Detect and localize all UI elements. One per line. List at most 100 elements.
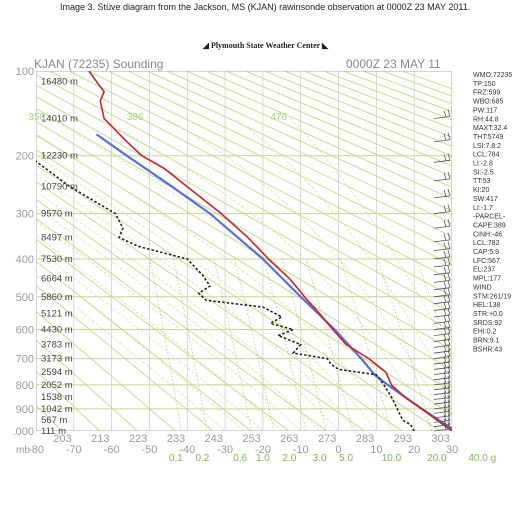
celsius-label: -50	[142, 444, 158, 456]
wind-barb-staff	[433, 195, 451, 199]
index-item: LFC:567	[473, 258, 500, 265]
wind-barb-flag	[443, 371, 447, 379]
pressure-label: 600	[16, 325, 34, 337]
height-label: 7530 m	[41, 254, 73, 265]
index-item: LSI:7.8:2	[473, 143, 501, 150]
wind-barb-flag	[447, 375, 451, 383]
height-label: 8497 m	[41, 232, 73, 243]
height-label: 12230 m	[41, 151, 78, 162]
wind-barb-flag	[443, 422, 447, 430]
pressure-label: 900	[16, 404, 34, 416]
sounding-profiles	[36, 71, 452, 431]
celsius-label: 20	[408, 444, 420, 456]
wind-barb-flag	[447, 204, 451, 212]
wind-barb-staff	[433, 139, 451, 143]
dry-adiabat-line	[36, 73, 452, 297]
pressure-label: 500	[16, 292, 34, 304]
stuve-diagram: 100200300400500600700800900100016480 m14…	[14, 55, 525, 465]
wind-barb-staff	[433, 392, 451, 396]
wind-barb-flag	[447, 132, 451, 140]
kelvin-label: 253	[242, 433, 260, 445]
index-item: MPL:177	[473, 276, 501, 283]
mixing-ratio-line	[340, 258, 392, 431]
index-item: SI:-2.5	[473, 169, 494, 176]
wind-barb-flag	[443, 405, 447, 413]
kelvin-label: 243	[205, 433, 223, 445]
wind-barb-flag	[443, 355, 447, 363]
wind-barb-staff	[433, 116, 451, 119]
wind-barb-staff	[433, 372, 451, 376]
dry-adiabat-line	[49, 71, 452, 281]
index-item: TP:150	[473, 81, 496, 88]
moist-adiabat-line	[36, 274, 226, 431]
mixing-ratio-lines	[149, 258, 452, 431]
wind-barb-flag	[443, 361, 447, 369]
wind-barb-staff	[433, 424, 451, 428]
wind-barb-flag	[443, 205, 447, 213]
wind-barb-flag	[443, 344, 447, 352]
wind-barb-flag	[447, 265, 451, 273]
wind-barb-staff	[433, 350, 451, 354]
wind-barb-flag	[443, 409, 447, 417]
mixing-ratio-label: 2.0	[282, 453, 296, 464]
wind-barb-staff	[433, 320, 451, 324]
pressure-label: 800	[16, 380, 34, 392]
wind-barb-staff	[433, 256, 451, 260]
plot-frame	[36, 71, 452, 431]
wind-barb-flag	[447, 287, 451, 295]
dry-adiabat-line	[166, 71, 452, 200]
mixing-ratio-line	[213, 258, 252, 431]
wind-barb-flag	[447, 408, 451, 417]
wind-barb-flag	[447, 109, 451, 117]
wind-barb-flag	[447, 249, 451, 258]
wind-barb-flag	[443, 295, 447, 303]
kelvin-label: 223	[129, 433, 147, 445]
wind-barb-flag	[443, 266, 447, 274]
mixing-ratio-label: 3.0	[313, 453, 327, 464]
celsius-label: -70	[66, 444, 82, 456]
background-grid	[36, 71, 452, 431]
wind-barb-flag	[447, 188, 451, 197]
height-label: 14010 m	[41, 113, 78, 124]
wind-barb-flag	[443, 418, 447, 426]
wind-barb-flag	[443, 242, 447, 250]
wind-barb-flag	[447, 307, 451, 316]
index-item: BRN:9.1	[473, 338, 500, 345]
moist-adiabat-line	[36, 190, 339, 431]
wind-barb-staff	[433, 382, 451, 386]
wind-barb-flag	[447, 365, 451, 373]
wind-barb-flag	[443, 220, 447, 227]
dry-adiabat-line	[36, 149, 452, 415]
pressure-label: 300	[16, 209, 34, 221]
mixing-ratio-line	[415, 258, 452, 361]
kelvin-label: 303	[431, 433, 449, 445]
wind-barb-flag	[447, 314, 451, 322]
celsius-label: 10	[370, 444, 382, 456]
wind-barb-flag	[447, 257, 451, 266]
wind-barb-staff	[433, 314, 451, 318]
wind-barb-staff	[433, 419, 451, 423]
wind-barb-flag	[443, 396, 447, 403]
wind-barb-flag	[447, 219, 451, 227]
wind-barb-staff	[433, 397, 451, 400]
wind-barb-flag	[443, 414, 447, 421]
pressure-label: 100	[16, 66, 34, 78]
celsius-label: -80	[28, 444, 44, 456]
banner-right-icon: ◣	[322, 41, 329, 50]
index-item: -PARCEL-	[473, 214, 506, 221]
height-label: 6664 m	[41, 274, 73, 285]
wind-barb-staff	[433, 387, 451, 391]
wind-barb-flag	[447, 385, 451, 393]
banner-left-icon: ◢	[202, 41, 209, 50]
dry-adiabat-line	[36, 96, 452, 332]
index-item: KI:20	[473, 187, 489, 194]
wind-barb-staff	[433, 239, 451, 243]
moist-adiabat-line	[36, 234, 283, 431]
moist-adiabat-line	[234, 118, 452, 396]
wind-barb-flag	[447, 320, 451, 328]
theta-label: 386	[127, 112, 144, 123]
wind-barb-flag	[447, 404, 451, 412]
stuve-svg: 100200300400500600700800900100016480 m14…	[14, 57, 512, 464]
dry-adiabat-line	[68, 71, 452, 266]
mixing-ratio-label: 20.0	[427, 453, 447, 464]
